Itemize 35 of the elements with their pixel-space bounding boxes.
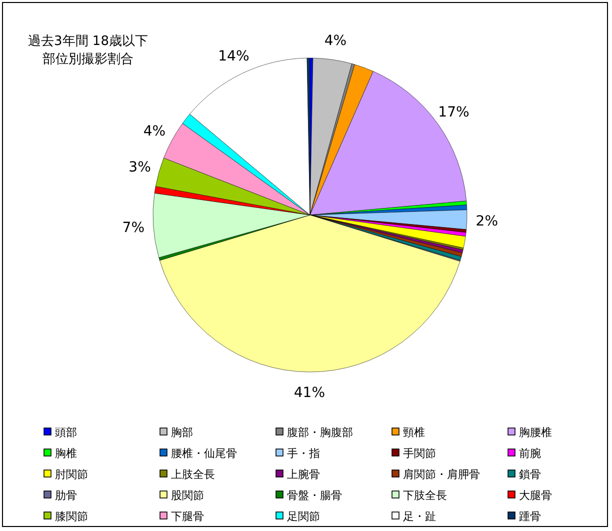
legend-label: 腹部・胸腹部 <box>287 426 353 439</box>
legend-label: 上腕骨 <box>287 468 320 481</box>
data-label: 4% <box>324 32 347 49</box>
legend-label: 足・趾 <box>403 510 436 523</box>
legend-label: 膝関節 <box>55 510 88 523</box>
data-label: 14% <box>218 48 250 64</box>
data-label: 17% <box>438 104 470 121</box>
data-label: 2% <box>476 213 498 230</box>
legend-label: 股関節 <box>171 489 204 502</box>
data-label: 4% <box>143 124 166 140</box>
data-label: 3% <box>128 159 151 176</box>
chart-title: 過去3年間 18歳以下 <box>28 34 148 49</box>
legend-label: 手関節 <box>403 447 436 460</box>
legend-label: 上肢全長 <box>171 468 215 481</box>
legend-label: 肋骨 <box>55 489 77 502</box>
legend-label: 胸椎 <box>55 447 77 460</box>
legend-label: 腰椎・仙尾骨 <box>171 447 237 460</box>
legend-label: 前腕 <box>519 447 541 460</box>
legend-label: 胸部 <box>171 426 193 439</box>
legend-label: 鎖骨 <box>519 468 541 481</box>
legend-label: 足関節 <box>287 510 320 523</box>
legend-label: 頸椎 <box>403 426 425 439</box>
text: 部位別撮影割合 <box>42 52 134 67</box>
legend-label: 下腿骨 <box>171 510 204 523</box>
legend-label: 胸腰椎 <box>519 426 552 439</box>
legend-label: 大腿骨 <box>519 489 552 502</box>
legend-label: 踵骨 <box>519 510 541 523</box>
legend-label: 骨盤・腸骨 <box>287 489 342 502</box>
legend-label: 下肢全長 <box>403 489 447 502</box>
data-label: 7% <box>122 220 145 236</box>
data-label: 41% <box>294 385 326 401</box>
legend-label: 肘関節 <box>55 468 88 481</box>
legend-label: 肩関節・肩胛骨 <box>403 468 480 481</box>
legend-label: 頭部 <box>55 426 77 439</box>
legend-label: 手・指 <box>287 447 320 460</box>
